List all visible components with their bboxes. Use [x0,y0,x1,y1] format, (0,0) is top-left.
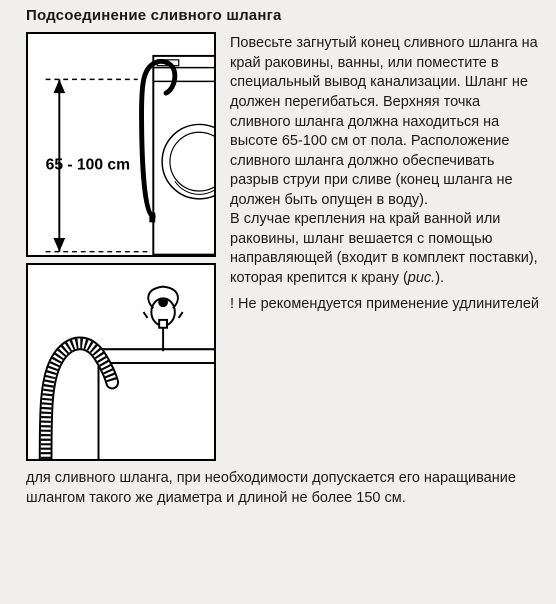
page-title: Подсоединение сливного шланга [26,6,544,26]
figure-drain-height: 65 - 100 cm [26,32,216,257]
figure-hose-guide [26,263,216,461]
content-row: 65 - 100 cm [26,32,544,467]
paragraph-3b: для сливного шланга, при необходимости д… [26,469,544,508]
paragraph-1: Повесьте загнутый конец сливного шланга … [230,34,544,210]
figure-column: 65 - 100 cm [26,32,220,467]
text-column: Повесьте загнутый конец сливного шланга … [230,32,544,314]
ris-ref: рис. [408,270,435,286]
paragraph-2: В случае крепления на край ванной или ра… [230,210,544,288]
paragraph-3a: ! Не рекомендуется применение удлинителе… [230,295,544,315]
height-label-text: 65 - 100 cm [46,157,130,174]
